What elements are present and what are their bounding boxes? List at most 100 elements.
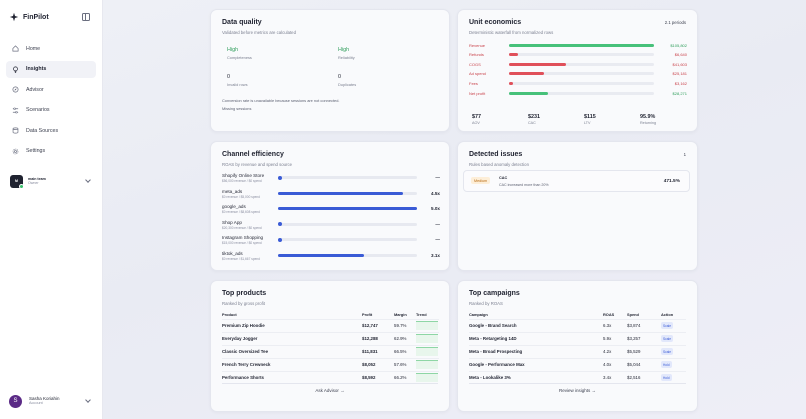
table-row[interactable]: Meta - Lookalike 3% 3.4x $2,516 Hold [469,370,686,384]
account-menu[interactable]: S Sasha Koriahin Account [6,392,96,410]
channel-desc: $0 revenue / $5,000 spend [222,194,260,199]
top-products-card: Top products Ranked by gross profit Prod… [210,280,450,412]
reliability-metric: High Reliability [338,47,448,67]
channel-row[interactable]: Shopify Online Store $56,000 revenue / $0… [222,173,440,187]
waterfall-row: Ad spend $25,181 [469,70,687,78]
column-header: ROAS [603,312,615,318]
card-title: Top campaigns [469,290,520,297]
roas-track [278,237,417,242]
action-badge[interactable]: Scale [661,348,673,355]
channel-row[interactable]: Shop App $20,300 revenue / $0 spend — [222,220,440,234]
channel-row[interactable]: meta_ads $0 revenue / $5,000 spend 4.5x [222,189,440,203]
sidebar-item-advisor[interactable]: Advisor [6,81,96,98]
action-cell: Scale [661,344,686,358]
campaign-roas: 3.4x [603,370,627,384]
table-row[interactable]: Premium Zip Hoodie $12,747 59.7% [222,318,439,332]
duplicates-value: 0 [338,74,341,80]
table-row[interactable]: Everyday Jogger $12,288 62.9% [222,331,439,345]
table-row[interactable]: French Terry Crewneck $8,052 57.6% [222,357,439,371]
periods-label: 2.1 periods [664,20,686,25]
channel-desc: $20,300 revenue / $0 spend [222,225,262,230]
sidebar-item-settings[interactable]: Settings [6,143,96,160]
reliability-label: Reliability [338,55,355,60]
table-row[interactable]: Google - Brand Search 6.3x $3,874 Scale [469,318,686,332]
waterfall-bar [509,72,544,76]
waterfall-track [509,53,654,57]
table-row[interactable]: Meta - Retargeting 14D 5.9x $3,257 Scale [469,331,686,345]
aov-stat: $77 AOV [472,114,481,125]
campaign-spend: $2,516 [627,370,661,384]
table-row[interactable]: Meta - Broad Prospecting 4.2x $5,529 Scale [469,344,686,358]
roas-bar [278,207,417,211]
completeness-metric: High Completeness [227,47,337,67]
waterfall-label: COGS [469,61,481,67]
ask-advisor-link[interactable]: Ask Advisor → [315,388,345,393]
stat-value: $231 [528,114,540,120]
waterfall-label: Fees [469,80,478,86]
sidebar-item-data-sources[interactable]: Data Sources [6,122,96,139]
sidebar-item-insights[interactable]: Insights [6,60,96,78]
stat-value: 95.9% [640,114,656,120]
trend-sparkline [416,373,438,383]
account-name: Sasha Koriahin [29,395,60,401]
product-profit: $8,592 [362,370,394,384]
roas-value: — [435,175,440,180]
roas-dot [278,237,282,242]
issue-value: 471.5% [663,179,680,184]
data-quality-note: Conversion rate is unavailable because s… [222,98,340,103]
waterfall-row: Net profit $28,271 [469,89,687,97]
roas-dot [278,175,282,180]
divider [222,383,438,384]
campaign-spend: $5,044 [627,357,661,371]
sidebar-item-scenarios[interactable]: Scenarios [6,102,96,119]
trend-cell [416,331,439,345]
chevron-down-icon [85,397,91,403]
channel-row[interactable]: google_ads $0 revenue / $8,608 spend 5.0x [222,204,440,218]
trend-sparkline [416,321,438,330]
waterfall-value: $6,640 [674,52,687,58]
channel-row[interactable]: tiktok_ads $0 revenue / $1,667 spend 3.1x [222,251,440,265]
collapse-sidebar-icon[interactable] [82,13,90,21]
waterfall-track [509,91,654,95]
table-row[interactable]: Classic Oversized Tee $11,831 66.5% [222,344,439,358]
ltv-stat: $115 LTV [584,114,596,125]
action-badge[interactable]: Hold [661,361,672,368]
products-table: Product Profit Margin Trend Premium Zip … [222,311,439,384]
waterfall-bar [509,91,549,95]
roas-dot [278,222,282,227]
stat-value: $77 [472,114,481,120]
issue-item[interactable]: Medium CAC CAC increased more than 20% 4… [463,170,690,192]
campaign-name: Meta - Lookalike 3% [469,370,603,384]
roas-track [278,222,417,227]
completeness-value: High [227,47,239,53]
campaign-name: Google - Brand Search [469,318,603,332]
sidebar-item-home[interactable]: Home [6,40,96,57]
action-badge[interactable]: Scale [661,335,673,342]
channel-row[interactable]: Instagram Shopping $15,000 revenue / $0 s… [222,235,440,249]
stat-label: Returning [640,121,656,125]
issue-count: 1 [683,152,686,157]
workspace-switcher[interactable]: M main team Owner [6,172,96,190]
column-header: Margin [394,312,407,318]
action-badge[interactable]: Hold [661,374,672,382]
sidebar-item-label: Data Sources [26,127,59,134]
waterfall-value: $3,162 [674,80,687,86]
product-profit: $11,831 [362,344,394,358]
waterfall-track [509,72,654,76]
channel-name: tiktok_ads [222,251,243,256]
brand[interactable]: FinPilot [9,12,49,22]
sidebar-item-label: Insights [26,66,47,73]
product-margin: 57.6% [394,357,416,371]
channel-efficiency-card: Channel efficiency ROAS by revenue and s… [210,141,450,271]
column-header: Trend [416,312,427,318]
table-row[interactable]: Performance Shorts $8,592 66.2% [222,370,439,384]
roas-value: 4.5x [431,190,440,196]
product-profit: $12,288 [362,331,394,345]
table-row[interactable]: Google - Performance Max 4.0x $5,044 Hold [469,357,686,371]
top-campaigns-card: Top campaigns Ranked by ROAS Campaign RO… [457,280,698,412]
trend-sparkline [416,347,438,356]
workspace-role: Owner [28,181,39,185]
action-badge[interactable]: Scale [661,322,673,329]
account-role: Account [29,401,43,406]
review-insights-link[interactable]: Review insights → [558,388,596,393]
